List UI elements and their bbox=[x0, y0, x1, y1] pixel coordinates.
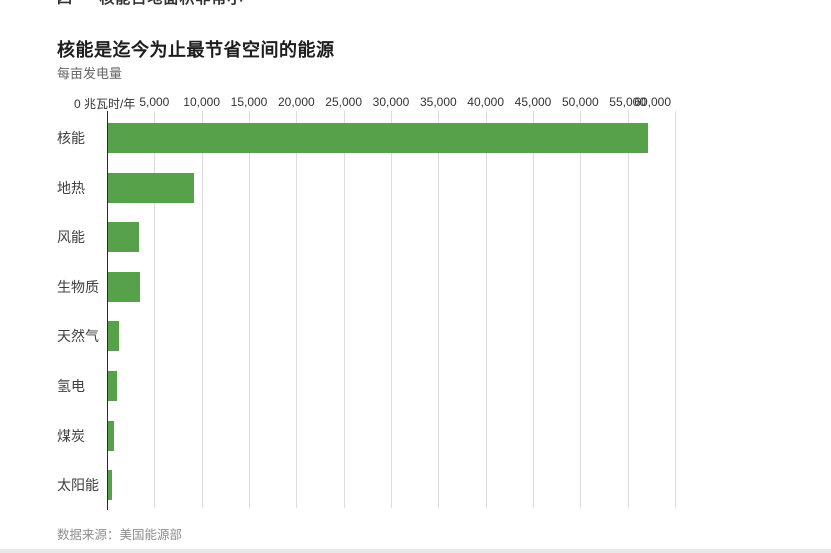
gridline bbox=[296, 111, 298, 508]
gridline bbox=[249, 111, 250, 508]
bar bbox=[108, 123, 648, 153]
x-tick-label: 60,000 bbox=[634, 95, 671, 109]
bar bbox=[108, 420, 115, 451]
gridline bbox=[343, 111, 345, 508]
x-tick-label: 45,000 bbox=[514, 95, 552, 109]
category-label: 核能 bbox=[57, 130, 85, 146]
clipped-heading-text: 四 — 核能占地面积非常小 bbox=[57, 0, 457, 6]
gridline bbox=[438, 111, 440, 508]
gridline bbox=[533, 111, 534, 508]
bar bbox=[108, 470, 112, 501]
gridline bbox=[154, 111, 156, 508]
x-tick-label: 5,000 bbox=[139, 95, 170, 109]
category-label: 风能 bbox=[57, 229, 85, 246]
x-tick-label: 0 兆瓦时/年 bbox=[74, 97, 136, 111]
x-tick-label: 10,000 bbox=[183, 95, 221, 109]
bar bbox=[108, 321, 119, 352]
category-label: 太阳能 bbox=[57, 477, 99, 494]
chart-subtitle: 每亩发电量 bbox=[57, 66, 123, 81]
category-label: 天然气 bbox=[57, 328, 99, 345]
category-label: 煤炭 bbox=[57, 427, 85, 444]
bar bbox=[108, 222, 139, 253]
bar bbox=[108, 172, 195, 203]
x-tick-label: 30,000 bbox=[372, 95, 410, 109]
chart-title: 核能是迄今为止最节省空间的能源 bbox=[57, 40, 335, 60]
x-tick-label: 40,000 bbox=[467, 95, 505, 109]
clipped-heading: 四 — 核能占地面积非常小 bbox=[57, 0, 457, 6]
gridline bbox=[391, 111, 392, 508]
category-label: 氢电 bbox=[57, 378, 85, 394]
y-axis-line bbox=[107, 111, 108, 510]
gridline bbox=[627, 111, 629, 508]
gridline bbox=[580, 111, 582, 508]
x-tick-label: 35,000 bbox=[419, 95, 457, 109]
x-tick-label: 20,000 bbox=[277, 95, 315, 109]
x-tick-label: 50,000 bbox=[561, 95, 599, 109]
x-tick-label: 55,000 bbox=[609, 95, 647, 109]
gridline bbox=[485, 111, 487, 508]
category-label: 地热 bbox=[57, 179, 85, 196]
data-source-note: 数据来源：美国能源部 bbox=[57, 528, 183, 542]
x-tick-label: 15,000 bbox=[230, 95, 268, 109]
bar bbox=[108, 371, 117, 401]
gridline bbox=[201, 111, 203, 508]
gridline bbox=[675, 111, 676, 508]
x-tick-label: 25,000 bbox=[325, 95, 363, 109]
category-label: 生物质 bbox=[57, 278, 99, 295]
bottom-divider bbox=[0, 549, 831, 553]
bar bbox=[108, 271, 141, 302]
